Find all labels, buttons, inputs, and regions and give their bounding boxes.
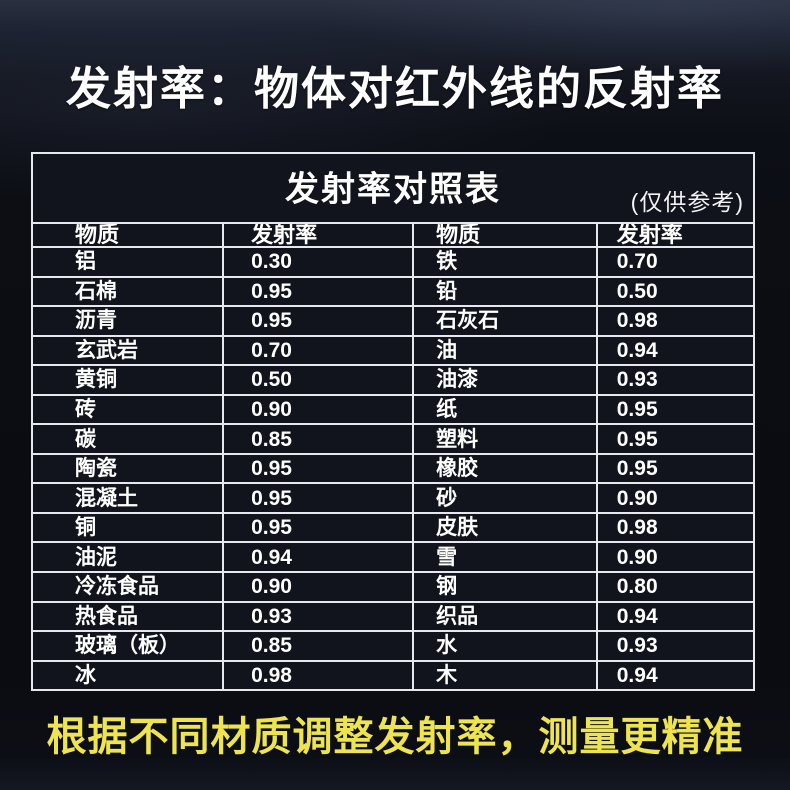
emissivity-value-cell: 0.95 <box>223 453 415 485</box>
col-header-material-left: 物质 <box>33 224 225 248</box>
material-cell: 雪 <box>413 542 598 574</box>
emissivity-table: 发射率对照表 (仅供参考) 物质 发射率 物质 发射率 铝 0.30 铁 0.70 石棉… <box>31 152 755 691</box>
material-cell: 混凝土 <box>33 483 225 514</box>
emissivity-value-cell: 0.70 <box>223 335 415 367</box>
material-cell: 铅 <box>413 276 598 308</box>
table-body: 铝 0.30 铁 0.70 石棉 0.95 铅 0.50 沥青 0.95 石灰石 0.98 玄武岩 0.7… <box>33 247 753 689</box>
table-row: 砖 0.90 纸 0.95 <box>33 394 753 426</box>
emissivity-value-cell: 0.30 <box>223 247 415 278</box>
col-header-material-right: 物质 <box>413 224 598 248</box>
table-row: 冰 0.98 木 0.94 <box>33 660 753 689</box>
col-header-emissivity-right: 发射率 <box>596 224 753 248</box>
table-row: 沥青 0.95 石灰石 0.98 <box>33 306 753 337</box>
emissivity-value-cell: 0.94 <box>616 663 658 687</box>
table-title-row: 发射率对照表 (仅供参考) <box>33 154 753 224</box>
emissivity-value-cell: 0.95 <box>596 394 753 426</box>
emissivity-value-cell: 0.95 <box>223 306 415 337</box>
emissivity-value-cell: 0.90 <box>596 542 753 574</box>
material-cell: 橡胶 <box>413 453 598 485</box>
emissivity-value-cell: 0.95 <box>223 276 415 308</box>
col-header-emissivity-left: 发射率 <box>223 224 415 248</box>
table-title: 发射率对照表 <box>285 170 501 209</box>
material-cell: 油泥 <box>33 542 225 574</box>
material-cell: 钢 <box>413 572 598 603</box>
emissivity-value-cell: 0.94 <box>223 542 415 574</box>
material-cell: 石棉 <box>33 276 225 308</box>
table-row: 陶瓷 0.95 橡胶 0.95 <box>33 453 753 485</box>
material-cell: 油 <box>413 335 598 367</box>
material-cell: 热食品 <box>33 601 225 633</box>
header-row: 物质 发射率 物质 发射率 <box>33 224 753 248</box>
table-row: 混凝土 0.95 砂 0.90 <box>33 483 753 514</box>
material-cell: 碳 <box>33 424 225 455</box>
material-cell: 织品 <box>413 601 598 633</box>
emissivity-value-cell: 0.98 <box>223 660 415 689</box>
material-cell: 皮肤 <box>413 512 598 544</box>
table-row: 热食品 0.93 织品 0.94 <box>33 601 753 633</box>
emissivity-value-cell: 0.90 <box>223 572 415 603</box>
emissivity-value-cell: 0.98 <box>596 306 753 337</box>
table-row: 冷冻食品 0.90 钢 0.80 <box>33 572 753 603</box>
emissivity-value-cell: 0.85 <box>223 631 415 662</box>
emissivity-value-cell: 0.98 <box>596 512 753 544</box>
emissivity-value-cell: 0.85 <box>223 424 415 455</box>
material-cell: 铁 <box>413 247 598 278</box>
material-cell: 黄铜 <box>33 365 225 396</box>
material-cell: 沥青 <box>33 306 225 337</box>
emissivity-value-cell: 0.93 <box>596 631 753 662</box>
material-cell: 塑料 <box>413 424 598 455</box>
emissivity-value-cell: 0.90 <box>223 394 415 426</box>
table-row: 碳 0.85 塑料 0.95 <box>33 424 753 455</box>
emissivity-value-cell: 0.95 <box>596 453 753 485</box>
table-row: 玄武岩 0.70 油 0.94 <box>33 335 753 367</box>
emissivity-value-cell: 0.95 <box>596 424 753 455</box>
emissivity-value-cell: 0.94 <box>596 601 753 633</box>
material-cell: 纸 <box>413 394 598 426</box>
table-row: 石棉 0.95 铅 0.50 <box>33 276 753 308</box>
footer-note: 根据不同材质调整发射率，测量更精准 <box>46 715 744 759</box>
emissivity-value-cell: 0.94 <box>596 335 753 367</box>
emissivity-value-cell: 0.93 <box>596 365 753 396</box>
emissivity-value-cell: 0.70 <box>596 247 753 278</box>
material-cell: 水 <box>413 631 598 662</box>
table-row: 油泥 0.94 雪 0.90 <box>33 542 753 574</box>
emissivity-value-cell: 0.50 <box>596 276 753 308</box>
emissivity-grid: 物质 发射率 物质 发射率 铝 0.30 铁 0.70 石棉 0.95 铅 0.50 沥青 0.9… <box>33 224 753 689</box>
material-cell: 冷冻食品 <box>33 572 225 603</box>
material-cell: 砂 <box>413 483 598 514</box>
emissivity-value-cell: 0.93 <box>223 601 415 633</box>
material-cell: 玻璃（板） <box>33 631 225 662</box>
table-note: (仅供参考) <box>630 189 744 215</box>
material-cell: 玄武岩 <box>33 335 225 367</box>
material-cell: 铝 <box>33 247 225 278</box>
material-cell: 石灰石 <box>413 306 598 337</box>
table-row: 黄铜 0.50 油漆 0.93 <box>33 365 753 396</box>
emissivity-value-cell: 0.95 <box>223 483 415 514</box>
table-row: 玻璃（板） 0.85 水 0.93 <box>33 631 753 662</box>
emissivity-value-cell: 0.80 <box>596 572 753 603</box>
emissivity-value-cell: 0.90 <box>596 483 753 514</box>
page-title: 发射率：物体对红外线的反射率 <box>65 63 724 114</box>
material-cell: 铜 <box>33 512 225 544</box>
material-cell: 油漆 <box>413 365 598 396</box>
emissivity-value-cell: 0.95 <box>223 512 415 544</box>
material-cell: 木 <box>413 660 598 689</box>
material-cell: 冰 <box>33 660 225 689</box>
material-cell: 砖 <box>33 394 225 426</box>
emissivity-value-cell: 0.50 <box>223 365 415 396</box>
table-row: 铝 0.30 铁 0.70 <box>33 247 753 278</box>
table-row: 铜 0.95 皮肤 0.98 <box>33 512 753 544</box>
material-cell: 陶瓷 <box>33 453 225 485</box>
